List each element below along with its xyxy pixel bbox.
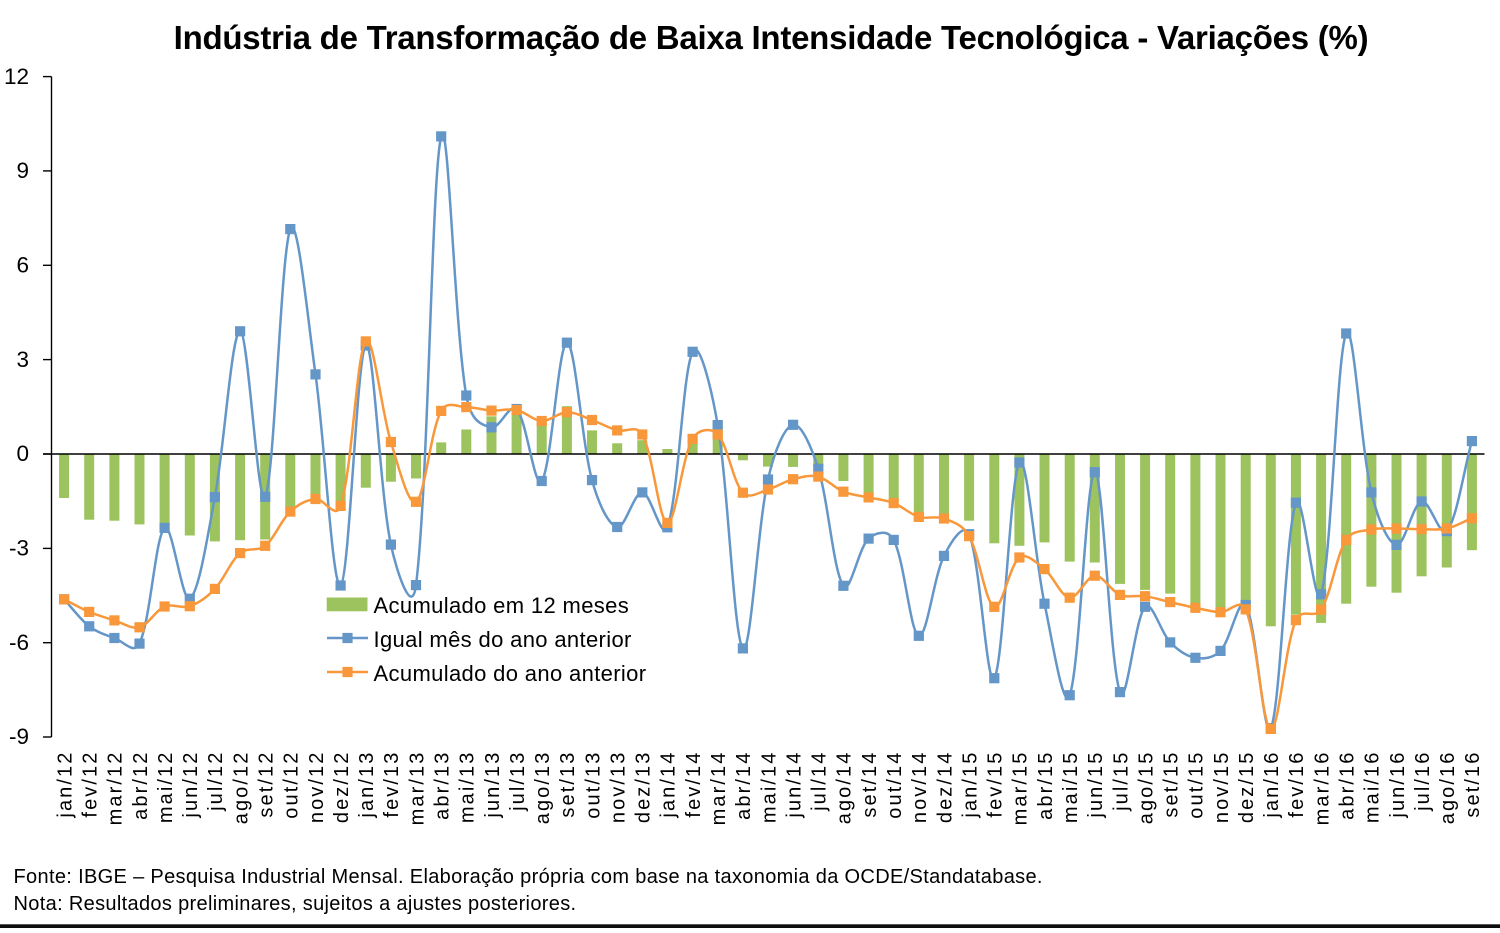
svg-text:fev/15: fev/15 <box>985 751 1007 818</box>
svg-text:ago/14: ago/14 <box>834 751 856 825</box>
svg-text:jul/12: jul/12 <box>205 751 227 812</box>
svg-text:fev/13: fev/13 <box>381 751 403 818</box>
svg-text:Igual mês do ano anterior: Igual mês do ano anterior <box>374 627 632 652</box>
svg-text:jan/15: jan/15 <box>959 751 981 819</box>
svg-text:dez/15: dez/15 <box>1236 751 1258 824</box>
svg-text:ago/16: ago/16 <box>1437 751 1459 825</box>
svg-text:jan/14: jan/14 <box>658 751 680 819</box>
svg-text:mar/16: mar/16 <box>1311 751 1333 826</box>
svg-text:nov/15: nov/15 <box>1211 751 1233 824</box>
svg-text:mai/13: mai/13 <box>457 751 479 824</box>
svg-text:mai/12: mai/12 <box>155 751 177 824</box>
svg-text:mai/14: mai/14 <box>758 751 780 824</box>
svg-text:abr/13: abr/13 <box>432 751 454 820</box>
svg-text:Fonte: IBGE – Pesquisa Industr: Fonte: IBGE – Pesquisa Industrial Mensal… <box>14 866 1043 888</box>
svg-text:fev/14: fev/14 <box>683 751 705 818</box>
svg-text:jul/14: jul/14 <box>809 751 831 812</box>
svg-text:mai/15: mai/15 <box>1060 751 1082 824</box>
svg-text:nov/12: nov/12 <box>306 751 328 824</box>
svg-text:abr/15: abr/15 <box>1035 751 1057 820</box>
svg-text:-6: -6 <box>9 630 29 655</box>
svg-text:jun/16: jun/16 <box>1387 751 1409 819</box>
svg-text:out/12: out/12 <box>281 751 303 819</box>
svg-text:mai/16: mai/16 <box>1362 751 1384 824</box>
svg-text:0: 0 <box>16 441 29 466</box>
svg-text:-9: -9 <box>9 724 29 749</box>
svg-text:Acumulado em 12 meses: Acumulado em 12 meses <box>374 593 630 618</box>
svg-text:ago/12: ago/12 <box>230 751 252 825</box>
svg-text:mar/14: mar/14 <box>708 751 730 826</box>
svg-text:9: 9 <box>16 158 29 183</box>
svg-text:ago/13: ago/13 <box>532 751 554 825</box>
svg-text:jun/15: jun/15 <box>1085 751 1107 819</box>
svg-text:3: 3 <box>16 347 29 372</box>
svg-text:nov/13: nov/13 <box>608 751 630 824</box>
svg-text:6: 6 <box>16 253 29 278</box>
svg-text:dez/13: dez/13 <box>633 751 655 824</box>
svg-text:out/13: out/13 <box>582 751 604 819</box>
svg-text:set/13: set/13 <box>557 751 579 818</box>
svg-text:12: 12 <box>4 64 29 89</box>
svg-text:out/15: out/15 <box>1186 751 1208 819</box>
svg-text:set/15: set/15 <box>1161 751 1183 818</box>
svg-text:jul/13: jul/13 <box>507 751 529 812</box>
svg-text:jun/14: jun/14 <box>783 751 805 819</box>
svg-text:set/12: set/12 <box>256 751 278 818</box>
svg-text:mar/15: mar/15 <box>1010 751 1032 826</box>
svg-text:abr/14: abr/14 <box>733 751 755 820</box>
svg-text:Acumulado do ano anterior: Acumulado do ano anterior <box>374 661 647 686</box>
svg-text:Nota: Resultados preliminares,: Nota: Resultados preliminares, sujeitos … <box>14 893 577 915</box>
svg-text:fev/12: fev/12 <box>80 751 102 818</box>
svg-text:nov/14: nov/14 <box>909 751 931 824</box>
svg-text:jul/15: jul/15 <box>1110 751 1132 812</box>
svg-text:set/14: set/14 <box>859 751 881 818</box>
svg-text:mar/12: mar/12 <box>105 751 127 826</box>
svg-text:fev/16: fev/16 <box>1286 751 1308 818</box>
svg-text:abr/16: abr/16 <box>1337 751 1359 820</box>
svg-text:jun/12: jun/12 <box>180 751 202 819</box>
svg-text:jan/12: jan/12 <box>54 751 76 819</box>
svg-text:jan/13: jan/13 <box>356 751 378 819</box>
svg-text:jan/16: jan/16 <box>1261 751 1283 819</box>
svg-text:dez/12: dez/12 <box>331 751 353 824</box>
svg-text:dez/14: dez/14 <box>934 751 956 824</box>
svg-text:abr/12: abr/12 <box>130 751 152 820</box>
svg-text:jun/13: jun/13 <box>482 751 504 819</box>
svg-text:Indústria de Transformação de: Indústria de Transformação de Baixa Inte… <box>174 19 1369 56</box>
svg-text:out/14: out/14 <box>884 751 906 819</box>
svg-text:-3: -3 <box>9 536 29 561</box>
svg-text:mar/13: mar/13 <box>406 751 428 826</box>
svg-text:set/16: set/16 <box>1462 751 1484 818</box>
svg-text:ago/15: ago/15 <box>1135 751 1157 825</box>
svg-text:jul/16: jul/16 <box>1412 751 1434 812</box>
